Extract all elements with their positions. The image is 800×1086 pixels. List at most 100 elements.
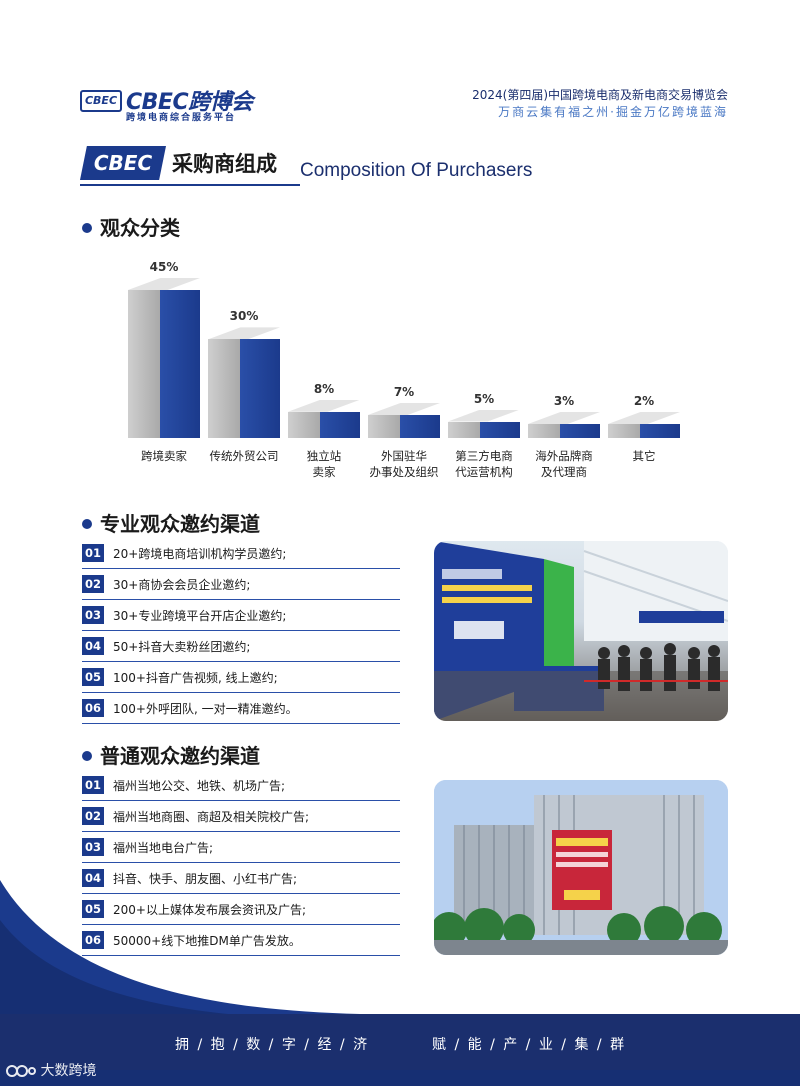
public-channels-heading-text: 普通观众邀约渠道 xyxy=(100,744,260,768)
pro-channels-heading-text: 专业观众邀约渠道 xyxy=(100,512,260,536)
expo-title: 2024(第四届)中国跨境电商及新电商交易博览会 xyxy=(472,88,728,102)
logo-subtitle: 跨境电商综合服务平台 xyxy=(126,113,237,123)
chart-bar-blue-face xyxy=(640,424,680,438)
chart-bar-grey-face xyxy=(128,290,161,438)
cbec-logo: CBEC CBEC跨博会 跨境电商综合服务平台 xyxy=(80,84,253,124)
list-item: 01 20+跨境电商培训机构学员邀约; xyxy=(82,538,400,569)
pro-channels-heading: 专业观众邀约渠道 xyxy=(82,508,260,537)
chart-bar-grey-face xyxy=(608,424,641,438)
item-text: 30+商协会会员企业邀约; xyxy=(113,577,251,592)
chart-value-label: 45% xyxy=(149,260,179,274)
item-text: 200+以上媒体发布展会资讯及广告; xyxy=(113,902,307,917)
item-number: 01 xyxy=(82,776,104,794)
chart-bar-blue-face xyxy=(320,411,360,438)
watermark-text: 大数跨境 xyxy=(40,1063,97,1079)
item-number: 04 xyxy=(82,637,104,655)
chart-category-label: 跨境卖家 xyxy=(141,449,187,463)
chart-bar-top xyxy=(608,412,680,424)
chart-bar-top xyxy=(288,399,360,412)
chart-bar: 7% xyxy=(368,385,440,438)
item-text: 抖音、快手、朋友圈、小红书广告; xyxy=(113,871,298,886)
audience-heading: 观众分类 xyxy=(82,212,180,241)
item-number: 06 xyxy=(82,699,104,717)
venue-building-illustration xyxy=(434,780,728,955)
logo-mark: CBEC xyxy=(80,90,122,112)
chart-bar-grey-face xyxy=(288,411,321,438)
chart-bar-top xyxy=(368,402,440,415)
item-text: 50+抖音大卖粉丝团邀约; xyxy=(113,639,251,654)
chart-bar-grey-face xyxy=(368,414,401,438)
section-title-en: Composition Of Purchasers xyxy=(300,160,533,181)
chart-value-label: 3% xyxy=(553,394,575,408)
chart-bar: 5% xyxy=(448,392,520,438)
footer-slogan-right: 赋 / 能 / 产 / 业 / 集 / 群 xyxy=(432,1037,627,1053)
item-text: 福州当地商圈、商超及相关院校广告; xyxy=(113,809,310,824)
chart-bar-blue-face xyxy=(480,421,520,438)
item-number: 03 xyxy=(82,838,104,856)
chart-bar: 2% xyxy=(608,394,680,438)
audience-bar-chart: 45% 跨境卖家 30% 传统外贸公司 8% 独立站 卖家 7% 外国驻华 办事处及组织 5% 第三方… xyxy=(120,260,680,490)
logo-text: CBEC跨博会 xyxy=(126,90,253,115)
footer-bar xyxy=(0,1014,800,1070)
registration-photo-illustration xyxy=(434,541,728,721)
item-text: 100+外呼团队, 一对一精准邀约。 xyxy=(113,701,298,716)
chart-bar: 30% xyxy=(208,309,280,438)
chart-bar-grey-face xyxy=(528,424,561,438)
section-badge: CBEC xyxy=(80,146,166,180)
list-item: 02 30+商协会会员企业邀约; xyxy=(82,569,400,600)
list-item: 05 200+以上媒体发布展会资讯及广告; xyxy=(82,894,400,925)
chart-value-label: 5% xyxy=(473,391,495,406)
chart-bar-top xyxy=(208,327,280,340)
chart-category-label: 其它 xyxy=(632,449,656,463)
registration-photo xyxy=(434,541,728,721)
chart-bar-blue-face xyxy=(400,414,440,438)
footer-slogan-left: 拥 / 抱 / 数 / 字 / 经 / 济 xyxy=(175,1037,370,1053)
bullet-dot-icon xyxy=(82,518,92,529)
chart-category-label: 独立站 卖家 xyxy=(306,449,342,479)
chart-value-label: 2% xyxy=(633,394,655,408)
chart-bar-blue-face xyxy=(160,290,200,438)
public-channels-list: 01 福州当地公交、地铁、机场广告; 02 福州当地商圈、商超及相关院校广告; 03… xyxy=(82,770,400,956)
chart-bar: 8% xyxy=(288,382,360,438)
watermark: 大数跨境 xyxy=(6,1060,96,1080)
item-number: 03 xyxy=(82,606,104,624)
chart-category-label: 外国驻华 办事处及组织 xyxy=(369,449,439,479)
section-underline xyxy=(80,184,300,186)
chart-bar-blue-face xyxy=(240,339,280,438)
list-item: 01 福州当地公交、地铁、机场广告; xyxy=(82,770,400,801)
chart-category-label: 第三方电商 代运营机构 xyxy=(455,449,513,479)
item-number: 02 xyxy=(82,575,104,593)
list-item: 06 50000+线下地推DM单广告发放。 xyxy=(82,925,400,956)
list-item: 06 100+外呼团队, 一对一精准邀约。 xyxy=(82,693,400,724)
item-number: 01 xyxy=(82,544,104,562)
chart-category-label: 传统外贸公司 xyxy=(209,449,279,463)
chart-bar-blue-face xyxy=(560,424,600,438)
chart-value-label: 8% xyxy=(313,381,335,396)
chart-category-label: 海外品牌商 及代理商 xyxy=(535,449,593,479)
audience-heading-text: 观众分类 xyxy=(100,216,180,240)
chart-bar: 45% xyxy=(128,260,200,438)
item-number: 05 xyxy=(82,668,104,686)
item-number: 06 xyxy=(82,931,104,949)
chart-bar-grey-face xyxy=(208,339,241,438)
pro-channels-list: 01 20+跨境电商培训机构学员邀约; 02 30+商协会会员企业邀约; 03 30+… xyxy=(82,538,400,724)
chart-bar: 3% xyxy=(528,394,600,438)
item-text: 福州当地电台广告; xyxy=(113,840,214,855)
chart-bar-top xyxy=(448,409,520,422)
chart-bar-grey-face xyxy=(448,421,481,438)
watermark-logo-icon xyxy=(6,1065,36,1077)
item-number: 05 xyxy=(82,900,104,918)
list-item: 03 30+专业跨境平台开店企业邀约; xyxy=(82,600,400,631)
list-item: 03 福州当地电台广告; xyxy=(82,832,400,863)
venue-building-photo xyxy=(434,780,728,955)
chart-value-label: 30% xyxy=(229,309,259,324)
item-text: 100+抖音广告视频, 线上邀约; xyxy=(113,670,278,685)
list-item: 02 福州当地商圈、商超及相关院校广告; xyxy=(82,801,400,832)
list-item: 04 抖音、快手、朋友圈、小红书广告; xyxy=(82,863,400,894)
item-number: 02 xyxy=(82,807,104,825)
chart-bar-top xyxy=(128,278,200,290)
chart-value-label: 7% xyxy=(393,384,415,399)
bullet-dot-icon xyxy=(82,750,92,761)
item-text: 50000+线下地推DM单广告发放。 xyxy=(113,933,301,948)
item-number: 04 xyxy=(82,869,104,887)
